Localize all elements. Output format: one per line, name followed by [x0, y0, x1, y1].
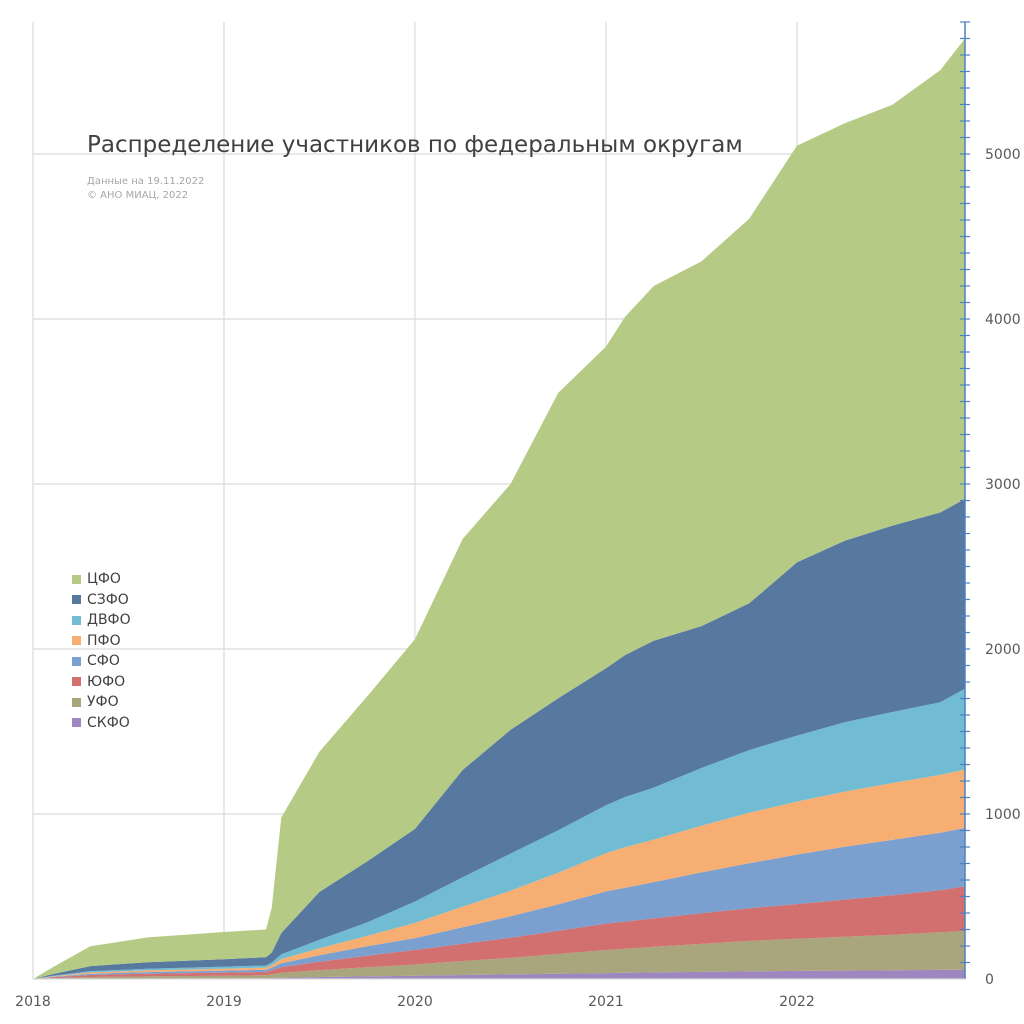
area-series-СФО: [33, 827, 965, 979]
y-tick-label: 5000: [985, 147, 1021, 163]
legend-item: СКФО: [72, 713, 131, 734]
legend-swatch: [72, 677, 81, 687]
legend-label: ПФО: [87, 632, 121, 649]
legend-item: ЦФО: [72, 569, 131, 590]
legend-item: СФО: [72, 651, 131, 672]
x-tick-label: 2018: [15, 994, 51, 1010]
series-areas: [33, 38, 965, 979]
x-tick-label: 2020: [397, 994, 433, 1010]
legend-label: СКФО: [87, 714, 130, 731]
area-series-ЦФО: [33, 38, 965, 979]
legend-swatch: [72, 636, 81, 646]
area-series-СЗФО: [33, 498, 965, 979]
chart-subtitle-copyright: © АНО МИАЦ, 2022: [87, 190, 189, 201]
area-series-ДВФО: [33, 688, 965, 979]
legend-label: СФО: [87, 653, 120, 670]
legend-swatch: [72, 656, 81, 666]
y-tick-label: 4000: [985, 312, 1021, 328]
legend-label: УФО: [87, 694, 119, 711]
legend-swatch: [72, 595, 81, 605]
legend-label: ДВФО: [87, 612, 131, 629]
legend-label: ЦФО: [87, 571, 121, 588]
y-tick-label: 0: [985, 972, 994, 988]
legend-swatch: [72, 718, 81, 728]
area-series-УФО: [33, 931, 965, 979]
chart-subtitle-date: Данные на 19.11.2022: [87, 176, 205, 187]
legend-label: СЗФО: [87, 591, 129, 608]
axes: 0 1000 2000 3000 4000 5000 2018 2019 2020 2021 202…: [15, 21, 1021, 1010]
legend-label: ЮФО: [87, 673, 126, 690]
chart-legend: ЦФО СЗФО ДВФО ПФО СФО ЮФО УФО СКФО: [72, 569, 131, 733]
x-tick-label: 2019: [206, 994, 242, 1010]
legend-swatch: [72, 615, 81, 625]
x-tick-label: 2022: [779, 994, 815, 1010]
legend-item: ЮФО: [72, 672, 131, 693]
y-tick-label: 2000: [985, 642, 1021, 658]
area-series-ЮФО: [33, 886, 965, 979]
chart-title: Распределение участников по федеральным …: [87, 132, 743, 158]
area-series-ПФО: [33, 769, 965, 979]
legend-swatch: [72, 697, 81, 707]
legend-item: ДВФО: [72, 610, 131, 631]
legend-item: СЗФО: [72, 590, 131, 611]
legend-item: УФО: [72, 692, 131, 713]
legend-swatch: [72, 574, 81, 584]
legend-item: ПФО: [72, 631, 131, 652]
area-series-СКФО: [33, 969, 965, 979]
y-tick-label: 3000: [985, 477, 1021, 493]
x-tick-label: 2021: [588, 994, 624, 1010]
y-tick-label: 1000: [985, 807, 1021, 823]
